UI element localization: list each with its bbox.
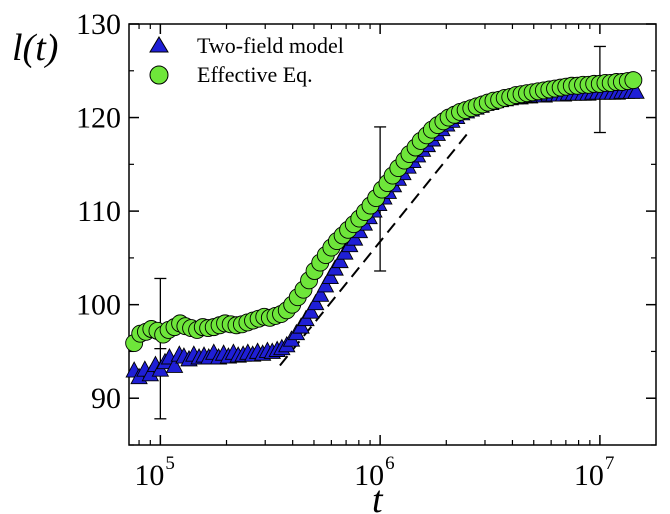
data-point-triangle <box>331 251 349 269</box>
legend: Two-field model Effective Eq. <box>149 33 344 87</box>
y-tick-label: 120 <box>76 102 121 135</box>
y-tick-label: 100 <box>76 289 121 322</box>
data-point-triangle <box>316 275 335 293</box>
legend-marker-triangle <box>149 36 169 53</box>
y-tick-labels: 90 100 110 120 130 <box>76 8 121 415</box>
data-point-triangle <box>311 285 330 302</box>
x-tick-label-exponent: 5 <box>165 453 175 474</box>
data-point-triangle <box>302 302 320 319</box>
series-effective-eq <box>125 71 643 352</box>
series-two-field-model <box>125 82 645 385</box>
x-tick-labels: 10 5 10 6 10 7 <box>134 453 614 492</box>
data-point-triangle <box>306 293 325 311</box>
x-tick-label-base: 10 <box>354 459 384 492</box>
data-point-triangle <box>165 356 184 373</box>
legend-marker-circle <box>149 65 169 85</box>
series-layer <box>125 71 645 385</box>
y-tick-label: 130 <box>76 8 121 41</box>
data-point-triangle <box>627 82 645 99</box>
x-tick-label-base: 10 <box>134 459 164 492</box>
y-tick-label: 90 <box>91 382 121 415</box>
legend-label-two-field: Two-field model <box>197 33 344 58</box>
x-axis-label: t <box>372 479 384 514</box>
y-tick-label: 110 <box>77 195 121 228</box>
dashed-guide-line <box>279 132 469 367</box>
x-tick-label-base: 10 <box>574 459 604 492</box>
data-point-circle <box>624 71 643 90</box>
legend-label-effective: Effective Eq. <box>197 62 313 87</box>
data-point-triangle <box>321 267 340 284</box>
guide-line <box>279 132 469 367</box>
x-tick-label-exponent: 7 <box>605 453 615 474</box>
plot-frame <box>128 23 657 446</box>
x-tick-label-exponent: 6 <box>385 453 395 474</box>
y-axis-label: l(t) <box>12 27 58 69</box>
